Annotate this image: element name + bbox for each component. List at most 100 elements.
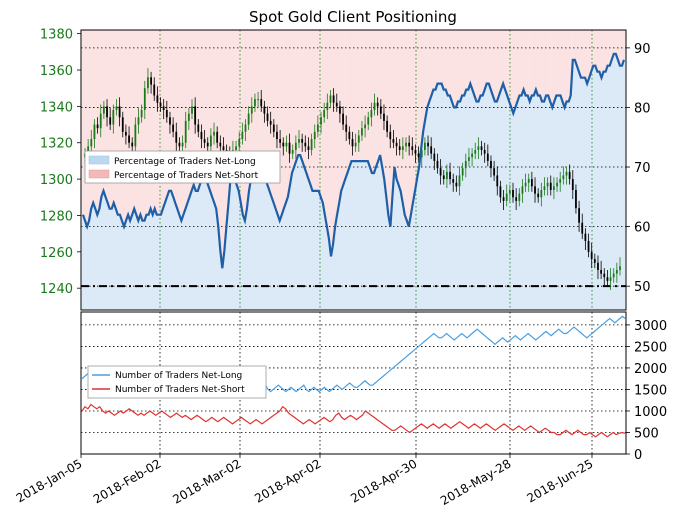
candle-body: [477, 146, 480, 150]
candle-body: [524, 182, 527, 187]
candle-body: [115, 106, 118, 110]
candle-body: [348, 131, 351, 140]
candle-body: [455, 182, 458, 187]
candle-body: [304, 142, 307, 147]
candle-body: [263, 106, 266, 114]
candle-body: [238, 139, 241, 147]
candle-body: [587, 240, 590, 252]
candle-body: [118, 106, 121, 118]
candle-body: [266, 113, 269, 121]
candle-body: [505, 193, 508, 201]
price-tick-label: 1320: [40, 137, 73, 152]
date-tick-label: 2018-Apr-30: [348, 456, 419, 505]
candle-body: [376, 102, 379, 107]
candle-body: [540, 190, 543, 198]
candle-body: [490, 160, 492, 169]
candle-body: [449, 171, 451, 180]
candle-body: [93, 124, 96, 140]
price-tick-label: 1380: [40, 28, 73, 43]
candle-body: [549, 182, 552, 190]
count-tick-label: 3000: [634, 319, 667, 334]
candle-body: [339, 106, 341, 114]
candle-body: [361, 128, 363, 136]
candle-body: [279, 139, 282, 143]
legend-label-short-count: Number of Traders Net-Short: [115, 385, 245, 395]
candle-body: [247, 113, 250, 125]
count-tick-label: 2000: [634, 362, 667, 377]
candle-body: [401, 146, 404, 150]
candle-body: [537, 193, 540, 198]
candle-body: [96, 124, 99, 129]
candle-body: [571, 179, 574, 190]
candle-body: [197, 124, 200, 132]
candle-body: [320, 117, 322, 125]
candle-body: [433, 153, 436, 161]
candle-body: [411, 146, 414, 150]
candle-body: [147, 77, 149, 89]
candle-body: [282, 142, 285, 147]
candle-body: [584, 233, 587, 241]
pct-tick-label: 50: [634, 280, 651, 295]
candle-body: [326, 102, 329, 110]
candle-body: [106, 106, 108, 118]
lower-panel: 0 500 1000 1500 2000 2500 3000 Number of Trade…: [80, 311, 667, 463]
candle-body: [112, 110, 115, 125]
candle-body: [373, 102, 376, 110]
candle-body: [502, 197, 505, 201]
candle-body: [597, 262, 599, 270]
candle-body: [518, 193, 521, 201]
candle-body: [357, 135, 360, 143]
candle-body: [474, 150, 477, 154]
candle-body: [527, 179, 530, 183]
candle-body: [131, 142, 134, 147]
upper-frame: [80, 29, 627, 311]
lower-legend: Number of Traders Net-Long Number of Tra…: [87, 365, 267, 399]
candle-body: [87, 146, 90, 154]
candle-body: [291, 150, 294, 154]
candle-body: [442, 175, 445, 180]
candle-body: [222, 146, 225, 150]
candle-body: [386, 120, 389, 132]
candle-body: [496, 175, 499, 187]
candle-body: [178, 142, 181, 147]
candle-body: [335, 102, 338, 107]
candle-body: [530, 179, 533, 187]
candle-body: [417, 153, 420, 158]
candle-body: [298, 139, 300, 143]
candle-body: [128, 135, 130, 143]
pct-tick-label: 90: [634, 42, 651, 57]
candle-body: [121, 117, 124, 132]
candle-body: [600, 270, 603, 274]
candle-body: [276, 131, 278, 140]
candle-body: [184, 120, 187, 143]
candle-body: [143, 88, 146, 110]
count-tick-label: 1500: [634, 383, 667, 398]
date-tick-label: 2018-Mar-02: [170, 456, 243, 506]
pct-tick-label: 80: [634, 101, 651, 116]
date-tick-label: 2018-Jun-25: [525, 456, 596, 505]
candle-body: [370, 110, 373, 118]
candle-body: [423, 142, 426, 150]
candle-body: [364, 124, 366, 129]
candle-body: [175, 131, 178, 143]
candle-body: [606, 277, 609, 281]
candle-body: [313, 131, 316, 140]
legend-label-long: Percentage of Traders Net-Long: [114, 157, 256, 167]
candle-body: [109, 117, 112, 125]
candle-body: [427, 142, 429, 147]
candle-body: [316, 124, 319, 132]
candle-body: [615, 270, 618, 274]
candle-body: [150, 77, 152, 85]
pct-tick-label: 70: [634, 161, 651, 176]
candle-body: [257, 99, 259, 101]
candle-body: [389, 131, 392, 140]
upper-legend: Percentage of Traders Net-Long Percentag…: [84, 150, 281, 184]
candle-body: [483, 150, 486, 154]
chart-title: Spot Gold Client Positioning: [249, 8, 457, 26]
candle-body: [213, 131, 215, 136]
candle-body: [543, 186, 546, 190]
candle-body: [206, 142, 209, 147]
candle-body: [619, 266, 621, 270]
candle-body: [354, 142, 357, 147]
candle-body: [244, 124, 247, 132]
